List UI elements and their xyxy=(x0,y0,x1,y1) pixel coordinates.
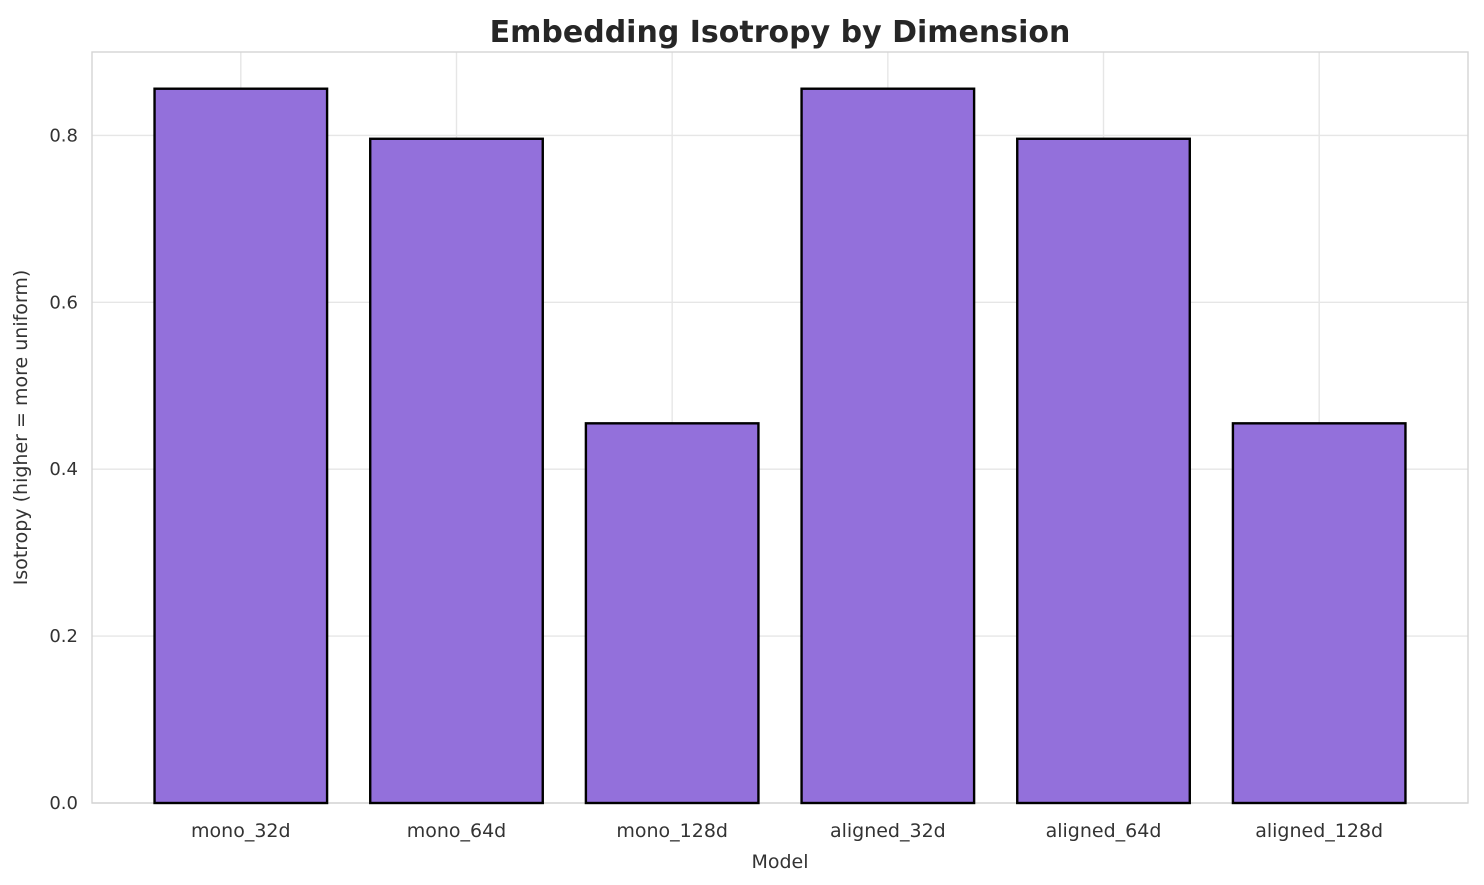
bars-layer xyxy=(153,87,1407,805)
y-tick-label: 0.0 xyxy=(49,793,78,814)
x-tick-label: mono_64d xyxy=(407,820,507,842)
bar-aligned_64d xyxy=(1016,137,1191,805)
chart-title: Embedding Isotropy by Dimension xyxy=(490,15,1071,50)
plot-border xyxy=(91,51,1469,804)
bar-mono_64d xyxy=(369,137,544,805)
y-tick-label: 0.6 xyxy=(49,292,78,313)
y-tick-label: 0.4 xyxy=(49,459,78,480)
x-tick-label: aligned_64d xyxy=(1046,820,1162,842)
x-axis-label: Model xyxy=(751,851,808,873)
x-tick-label: aligned_32d xyxy=(830,820,946,842)
x-tick-label: aligned_128d xyxy=(1255,820,1383,842)
ticks-layer: 0.0 0.2 0.4 0.6 0.8 mono_32d mono_64d mono_128d… xyxy=(49,125,1383,842)
y-axis-label: Isotropy (higher = more uniform) xyxy=(10,270,32,586)
bar-mono_128d xyxy=(584,422,760,805)
x-tick-label: mono_32d xyxy=(191,820,291,842)
y-tick-label: 0.2 xyxy=(49,626,78,647)
x-tick-label: mono_128d xyxy=(616,820,728,842)
y-tick-label: 0.8 xyxy=(49,125,78,146)
bar-mono_32d xyxy=(153,87,329,805)
bar-aligned_128d xyxy=(1231,422,1407,805)
bar-aligned_32d xyxy=(800,87,976,805)
